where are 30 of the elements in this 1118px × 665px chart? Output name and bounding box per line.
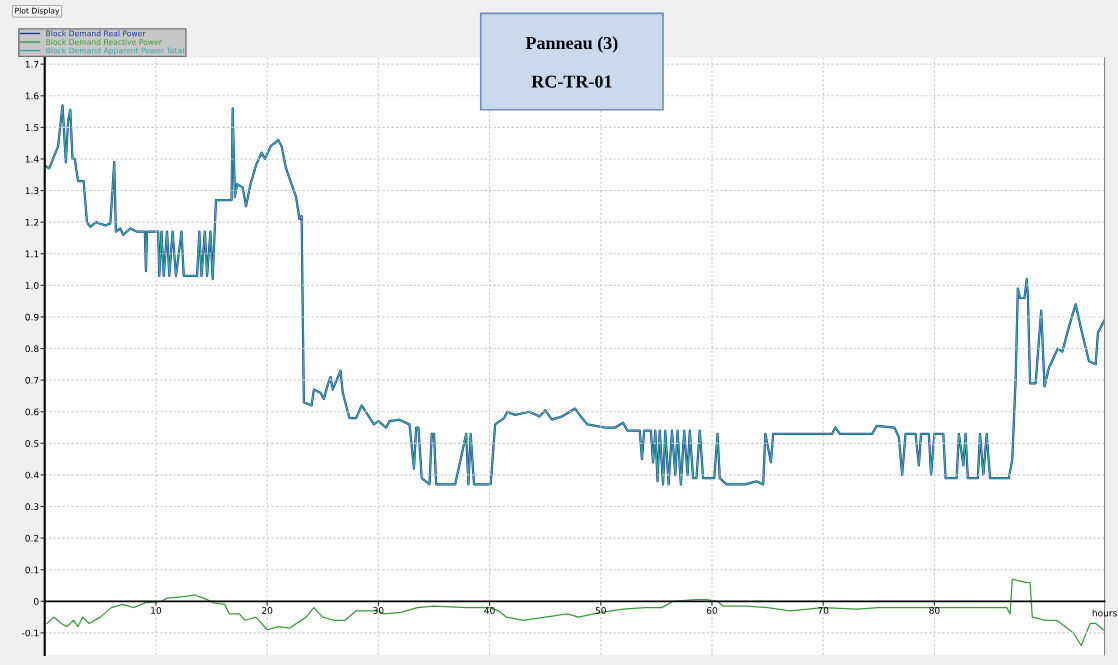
- y-tick-label: 1.7: [25, 61, 39, 68]
- y-tick-label: 1.2: [25, 218, 39, 226]
- y-tick-label: 0.4: [25, 471, 39, 479]
- x-axis-title: hours: [1092, 609, 1117, 617]
- y-tick-label: 0.9: [25, 313, 39, 321]
- y-tick-label: 1.1: [25, 250, 39, 258]
- y-tick-label: 0: [34, 598, 39, 605]
- y-tick-label: 1.5: [25, 124, 39, 131]
- x-tick-label: 60: [706, 607, 718, 614]
- y-tick-label: 0.6: [25, 408, 39, 416]
- y-tick-label: -0.1: [21, 629, 39, 637]
- x-tick-label: 20: [262, 607, 273, 614]
- y-tick-label: 1.0: [25, 282, 39, 289]
- y-tick-label: 0.1: [25, 566, 39, 574]
- x-tick-label: 40: [484, 607, 495, 614]
- y-tick-label: 0.8: [25, 345, 39, 353]
- line-series: [44, 104, 1105, 486]
- text: RC-TR-01: [531, 75, 612, 88]
- chart-title: Panneau (3): [525, 36, 618, 53]
- y-tick-label: 0.3: [25, 503, 39, 511]
- x-tick-label: 10: [151, 607, 162, 614]
- y-tick-label: 0.2: [25, 534, 39, 542]
- x-tick-label: 30: [373, 607, 384, 614]
- y-tick-label: 1.3: [25, 187, 39, 195]
- y-tick-label: 0.7: [25, 376, 39, 384]
- x-tick-label: 70: [818, 607, 829, 614]
- y-tick-label: 1.4: [25, 155, 39, 163]
- x-tick-label: 80: [929, 607, 940, 614]
- y-tick-label: 0.5: [25, 440, 39, 447]
- y-tick-label: 1.6: [25, 92, 39, 100]
